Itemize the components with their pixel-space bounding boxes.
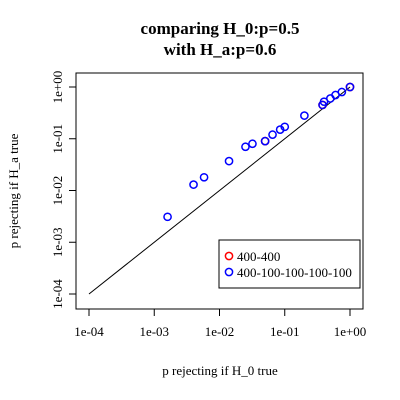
x-tick-label: 1e-02 (205, 324, 235, 339)
series-blue (163, 82, 355, 222)
data-point (300, 111, 309, 120)
x-tick-label: 1e+00 (334, 324, 367, 339)
y-tick-label: 1e-01 (50, 124, 65, 154)
legend-entry-label: 400-400 (237, 249, 280, 264)
legend-marker (224, 251, 234, 261)
data-point (224, 156, 234, 166)
chart-title-line: comparing H_0:p=0.5 (141, 19, 300, 38)
data-point (326, 94, 335, 103)
x-tick-label: 1e-04 (74, 324, 104, 339)
data-point (199, 172, 209, 182)
y-tick-label: 1e-04 (50, 279, 65, 309)
x-axis-label: p rejecting if H_0 true (162, 363, 278, 378)
legend-marker (224, 267, 234, 277)
data-point (268, 130, 277, 140)
reference-line (88, 86, 351, 295)
data-point (248, 139, 257, 149)
data-point (163, 212, 172, 222)
y-tick-label: 1e+00 (50, 71, 65, 104)
y-tick-label: 1e-03 (50, 227, 65, 257)
chart-title-line: with H_a:p=0.6 (164, 40, 277, 59)
legend-entry-label: 400-100-100-100-100 (237, 265, 352, 280)
y-axis: 1e-04 1e-03 1e-02 1e-01 1e+00 (50, 71, 77, 309)
data-point (345, 82, 355, 92)
x-axis: 1e-04 1e-03 1e-02 1e-01 1e+00 (74, 308, 367, 339)
data-point (189, 180, 198, 189)
data-point (260, 136, 270, 146)
x-tick-label: 1e-03 (139, 324, 169, 339)
y-axis-label: p rejecting if H_a true (6, 133, 21, 248)
x-tick-label: 1e-01 (270, 324, 300, 339)
legend-box (218, 239, 361, 289)
y-tick-label: 1e-02 (50, 176, 65, 206)
data-point (337, 87, 347, 97)
data-point (241, 142, 250, 152)
plot-area: 1e-04 1e-03 1e-02 1e-01 1e+00 1e-04 1e-03 1e-02… (50, 71, 366, 339)
data-point (280, 122, 290, 132)
